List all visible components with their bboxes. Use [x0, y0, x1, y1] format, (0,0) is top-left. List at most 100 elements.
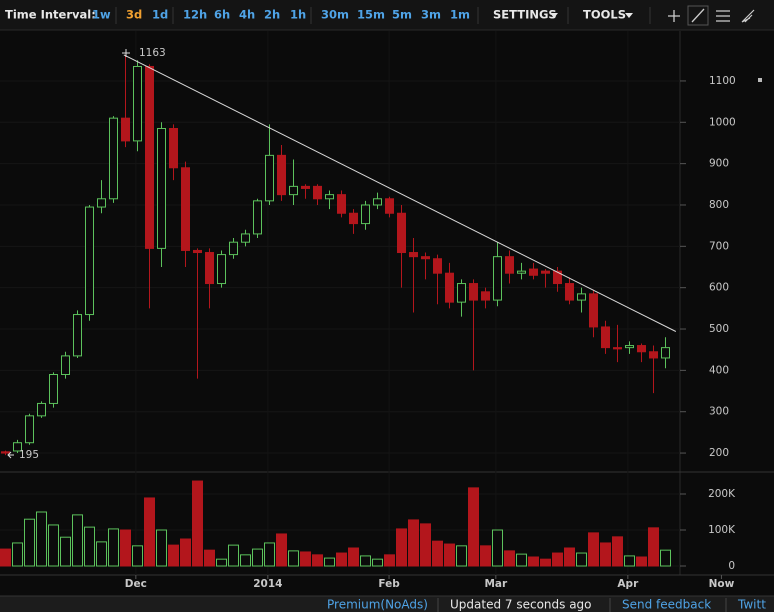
candle-body — [457, 283, 466, 303]
volume-bar — [504, 550, 515, 567]
candle-body — [37, 402, 46, 417]
candle-body — [1, 451, 10, 454]
volume-bar — [216, 558, 227, 567]
volume-bar — [408, 519, 419, 567]
candle-body — [553, 270, 562, 285]
y2-tick-label: 200K — [708, 488, 736, 500]
plot — [0, 54, 677, 567]
candle-body — [361, 204, 370, 225]
candle-body — [505, 256, 514, 274]
footer — [0, 596, 774, 612]
candle-body — [541, 270, 550, 274]
volume-bar — [492, 529, 503, 567]
candle-body — [121, 117, 130, 142]
volume-bar — [24, 518, 35, 567]
candle-body — [409, 252, 418, 258]
fib-tool[interactable] — [716, 10, 730, 22]
candle-body — [109, 117, 118, 200]
y-tick-label: 300 — [709, 406, 729, 418]
candle-body — [649, 351, 658, 359]
volume-bar — [96, 541, 107, 567]
x-tick-label: Now — [709, 578, 735, 590]
volume-bar — [420, 523, 431, 567]
candle-body — [577, 293, 586, 301]
y-tick-label: 800 — [709, 199, 729, 211]
volume-bar — [624, 555, 635, 567]
volume-bar — [528, 556, 539, 567]
volume-bar — [228, 544, 239, 567]
line-tool-frame[interactable] — [687, 5, 709, 26]
volume-bar — [168, 544, 179, 567]
volume-bar — [588, 532, 599, 567]
interval[interactable]: 1m — [450, 8, 470, 22]
volume-bar — [0, 548, 11, 567]
candle-body — [97, 198, 106, 208]
interval[interactable]: 3m — [421, 8, 441, 22]
interval[interactable]: 15m — [357, 8, 385, 22]
interval-selected[interactable]: 3d — [126, 8, 142, 22]
tools-menu[interactable]: TOOLS — [583, 8, 626, 22]
twitter-link[interactable]: Twitt — [737, 598, 766, 612]
volume-bar — [204, 549, 215, 567]
x-tick-label: Dec — [125, 578, 147, 590]
candle-body — [133, 65, 142, 142]
line-tool — [691, 8, 705, 23]
volume-bar — [36, 511, 47, 567]
crosshair-tool[interactable] — [668, 10, 680, 22]
settings-menu[interactable]: SETTINGS — [493, 8, 557, 22]
y-tick-label: 500 — [709, 323, 729, 335]
interval[interactable]: 30m — [321, 8, 349, 22]
volume-bar — [60, 536, 71, 567]
candle-body — [385, 198, 394, 214]
high-annotation: 1163 — [139, 47, 166, 59]
volume-bar — [48, 524, 59, 567]
toolbar — [0, 0, 774, 30]
volume-bar — [132, 545, 143, 567]
x-tick-label: Mar — [484, 578, 508, 590]
candle-body — [433, 258, 442, 274]
interval[interactable]: 2h — [264, 8, 280, 22]
volume-bar — [120, 529, 131, 567]
interval[interactable]: 6h — [214, 8, 230, 22]
y2-tick-label: 100K — [708, 524, 736, 536]
volume-bar — [288, 550, 299, 567]
candle-body — [13, 442, 22, 452]
volume-bar — [276, 533, 287, 567]
interval[interactable]: 12h — [183, 8, 207, 22]
volume-bar — [192, 480, 203, 567]
interval[interactable]: 4h — [239, 8, 255, 22]
candle-body — [325, 194, 334, 200]
premium-link[interactable]: Premium(NoAds) — [327, 598, 428, 612]
x-tick-label: 2014 — [253, 578, 282, 590]
dropdown-caret — [625, 13, 633, 18]
volume-bar — [336, 552, 347, 567]
y-tick-label: 400 — [709, 364, 729, 376]
candle-body — [289, 185, 298, 196]
interval[interactable]: 1h — [290, 8, 306, 22]
candle-body — [661, 347, 670, 359]
brush-tool[interactable] — [741, 9, 755, 23]
volume-bar — [300, 551, 311, 567]
candle-body — [625, 345, 634, 349]
candle-body — [229, 241, 238, 256]
volume-bar — [108, 528, 119, 567]
volume-bar — [372, 558, 383, 567]
interval[interactable]: 1w — [92, 8, 111, 22]
volume-bar — [468, 487, 479, 567]
volume-bar — [12, 542, 23, 567]
volume-bar — [360, 555, 371, 567]
low-annotation: 195 — [19, 449, 39, 461]
volume-bar — [252, 548, 263, 567]
volume-bar — [348, 547, 359, 567]
candle-body — [85, 206, 94, 316]
candle-body — [25, 415, 34, 444]
volume-bar — [660, 549, 671, 567]
volume-bar — [612, 536, 623, 567]
volume-bar — [444, 543, 455, 567]
feedback-link[interactable]: Send feedback — [622, 598, 711, 612]
interval-label: Time Interval: — [5, 8, 96, 22]
volume-bar — [396, 528, 407, 567]
interval[interactable]: 5m — [392, 8, 412, 22]
candle-body — [169, 127, 178, 169]
interval[interactable]: 1d — [152, 8, 168, 22]
